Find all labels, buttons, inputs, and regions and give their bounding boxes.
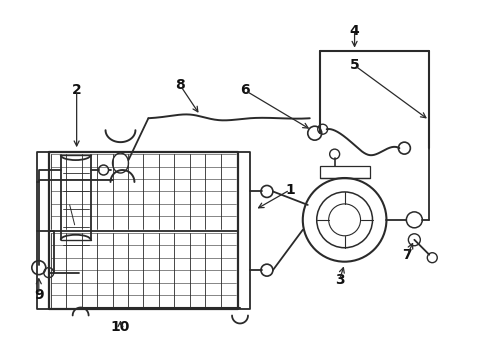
Text: 8: 8 bbox=[175, 78, 185, 93]
Text: 9: 9 bbox=[34, 288, 44, 302]
Text: 2: 2 bbox=[72, 84, 81, 97]
Text: 1: 1 bbox=[285, 183, 294, 197]
Text: 5: 5 bbox=[350, 58, 360, 72]
Text: 6: 6 bbox=[240, 84, 250, 97]
Text: 3: 3 bbox=[335, 273, 344, 287]
Text: 7: 7 bbox=[403, 248, 412, 262]
Text: 4: 4 bbox=[350, 23, 360, 37]
Text: 10: 10 bbox=[111, 320, 130, 334]
Bar bbox=[319, 166, 369, 178]
